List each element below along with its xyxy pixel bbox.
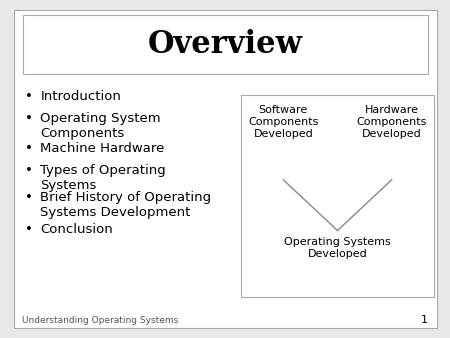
Text: Machine Hardware: Machine Hardware xyxy=(40,142,165,155)
Bar xyxy=(241,95,434,297)
Text: 1: 1 xyxy=(420,315,427,325)
Text: Software
Components
Developed: Software Components Developed xyxy=(248,105,319,139)
Text: Hardware
Components
Developed: Hardware Components Developed xyxy=(356,105,427,139)
Text: •: • xyxy=(25,164,32,177)
Text: •: • xyxy=(25,90,32,102)
Text: Overview: Overview xyxy=(148,29,302,60)
Text: Brief History of Operating
Systems Development: Brief History of Operating Systems Devel… xyxy=(40,191,212,219)
Text: Understanding Operating Systems: Understanding Operating Systems xyxy=(22,316,179,325)
Text: •: • xyxy=(25,191,32,204)
Bar xyxy=(22,15,427,74)
Text: Introduction: Introduction xyxy=(40,90,122,102)
Text: •: • xyxy=(25,223,32,236)
Text: Types of Operating
Systems: Types of Operating Systems xyxy=(40,164,166,192)
Text: Conclusion: Conclusion xyxy=(40,223,113,236)
Text: Operating Systems
Developed: Operating Systems Developed xyxy=(284,237,391,259)
Text: Operating System
Components: Operating System Components xyxy=(40,112,161,140)
Text: •: • xyxy=(25,142,32,155)
Text: •: • xyxy=(25,112,32,124)
